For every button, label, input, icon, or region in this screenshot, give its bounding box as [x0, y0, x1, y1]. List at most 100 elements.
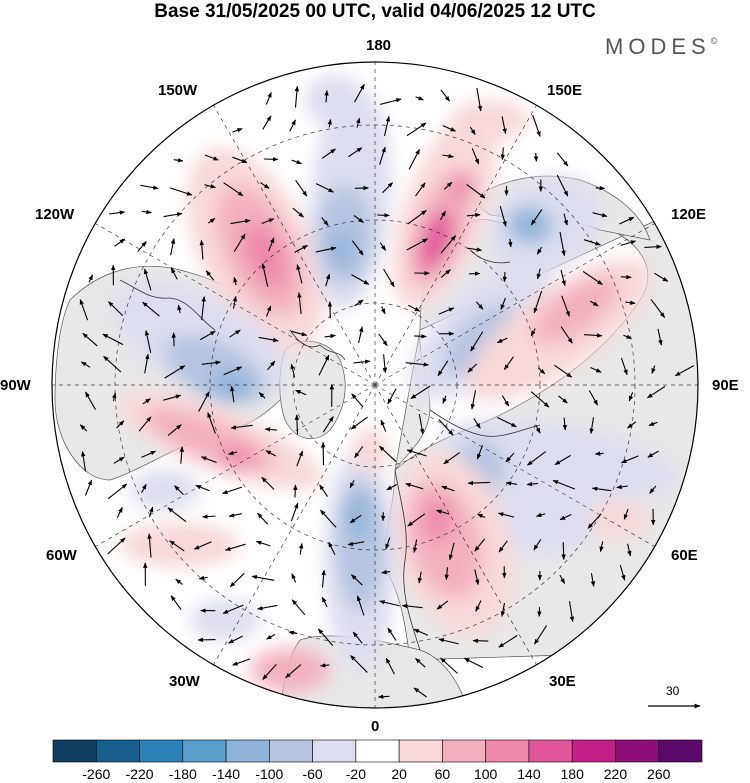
wind-vector [383, 268, 395, 288]
wind-vector [654, 272, 669, 282]
colorbar-swatch [615, 739, 660, 763]
wind-vector [230, 218, 251, 225]
wind-vector [554, 454, 571, 466]
colorbar-tick-label: -140 [212, 766, 241, 782]
wind-vector [381, 569, 391, 575]
wind-vector [327, 118, 332, 128]
wind-vector [417, 571, 423, 584]
wind-vector [623, 508, 629, 520]
wind-vector [475, 600, 482, 612]
wind-vector [79, 424, 88, 432]
wind-vector [230, 385, 235, 403]
wind-vector [148, 506, 154, 518]
wind-vector [200, 456, 217, 464]
wind-vector [228, 635, 243, 644]
wind-vector [350, 416, 368, 430]
wind-vector [674, 365, 695, 377]
wind-vector [497, 417, 517, 428]
wind-vector [442, 153, 454, 159]
wind-vector [476, 445, 484, 460]
wind-vector [200, 330, 216, 341]
wind-vector [553, 364, 573, 378]
wind-vector [109, 210, 126, 215]
wind-vector [169, 540, 185, 552]
wind-vector [559, 574, 566, 584]
wind-vector [440, 89, 451, 102]
wind-vector [560, 326, 573, 344]
wind-vector [505, 481, 518, 486]
wind-vector [141, 450, 157, 458]
wind-vector [142, 398, 151, 405]
wind-vector [530, 328, 536, 337]
wind-vector [620, 240, 637, 246]
wind-vector [349, 514, 362, 524]
wind-vector [268, 237, 275, 252]
wind-vector [289, 119, 296, 132]
wind-vector [644, 244, 662, 249]
wind-vector [379, 242, 387, 251]
wind-vector [232, 156, 248, 164]
wind-vector [350, 655, 368, 673]
wind-vector [533, 539, 542, 551]
wind-vector [476, 87, 483, 112]
wind-vector [568, 601, 575, 623]
wind-vector [116, 506, 123, 519]
wind-vector [466, 183, 486, 199]
wind-vector [285, 664, 302, 679]
wind-vector [257, 512, 269, 525]
wind-vector [354, 83, 365, 103]
wind-vector [80, 361, 91, 368]
wind-vector [477, 513, 486, 519]
wind-vector [379, 98, 402, 105]
wind-vector [347, 541, 365, 546]
wind-vector [349, 479, 355, 489]
wind-vector [500, 147, 505, 161]
wind-vector [405, 482, 424, 490]
colorbar-swatch [52, 739, 97, 763]
wind-vector [647, 450, 659, 458]
wind-vector [167, 424, 182, 436]
wind-vector [351, 574, 363, 586]
wind-vector [353, 215, 365, 224]
wind-vector [114, 238, 126, 247]
wind-vector [177, 304, 182, 314]
wind-vector [232, 128, 243, 133]
wind-vector [321, 217, 329, 226]
wind-vector [198, 575, 208, 581]
colorbar-tick-label: 20 [391, 766, 407, 782]
colorbar-tick-label: 100 [473, 766, 498, 782]
wind-vector [474, 569, 480, 586]
wind-vector [352, 631, 363, 644]
wind-vector [296, 450, 304, 467]
wind-vector [559, 231, 566, 257]
wind-vector [142, 301, 160, 317]
wind-vector [258, 336, 279, 343]
wind-vector [582, 271, 603, 286]
wind-vector [207, 412, 216, 434]
wind-vector [500, 602, 506, 617]
wind-vector [116, 420, 125, 429]
wind-vector [358, 326, 364, 344]
wind-vector [401, 603, 423, 609]
wind-vector [261, 218, 275, 225]
wind-vector [407, 210, 427, 225]
wind-vector [463, 657, 484, 668]
wind-vector [228, 513, 242, 518]
wind-vector [222, 486, 243, 495]
wind-vector [444, 567, 449, 581]
wind-vector [290, 363, 296, 378]
wind-vector [649, 485, 657, 494]
wind-vector [320, 509, 337, 528]
wind-vector [377, 213, 390, 218]
wind-vector [297, 292, 302, 315]
wind-vector [537, 367, 546, 375]
wind-vector [204, 184, 217, 189]
wind-vector [378, 333, 388, 347]
wind-vector [628, 392, 634, 402]
wind-vector [143, 268, 152, 291]
wind-vector [295, 389, 307, 396]
wind-vector [230, 424, 253, 430]
wind-vector [415, 96, 424, 101]
wind-vector [556, 152, 569, 167]
colorbar-swatch [95, 739, 140, 763]
